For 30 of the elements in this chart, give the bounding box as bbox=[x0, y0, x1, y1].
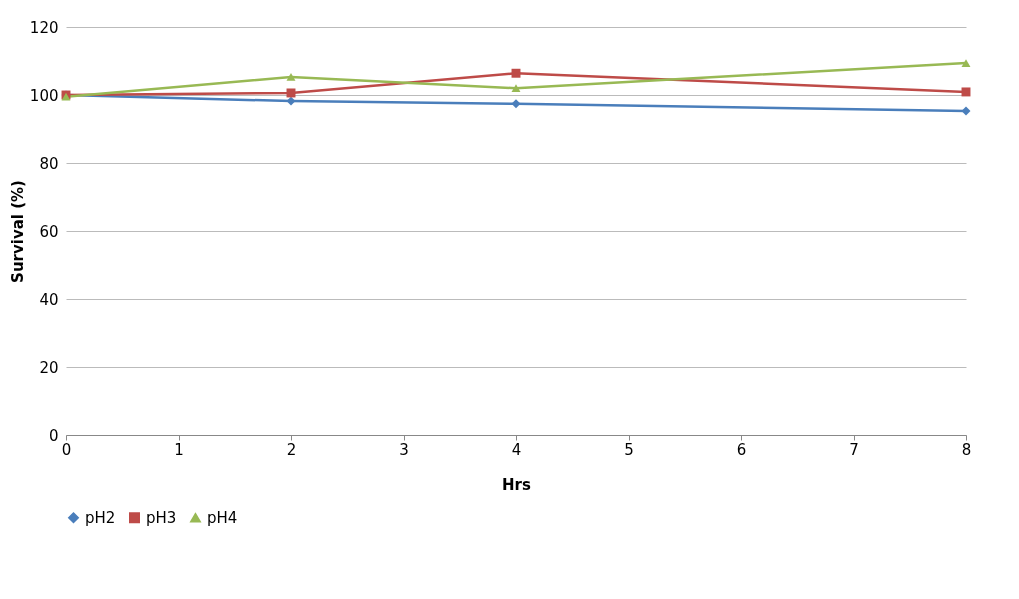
x-tick-label: 0 bbox=[61, 440, 72, 459]
point bbox=[511, 84, 521, 93]
point bbox=[286, 88, 296, 98]
point bbox=[286, 73, 296, 81]
point bbox=[961, 106, 971, 116]
x-tick-label: 4 bbox=[511, 440, 522, 459]
legend-label: pH2 bbox=[85, 508, 116, 527]
point bbox=[286, 96, 296, 106]
x-tick-label: 1 bbox=[174, 440, 184, 459]
y-tick-label: 0 bbox=[48, 426, 59, 445]
x-axis-title: Hrs bbox=[502, 475, 532, 494]
x-tick-label: 8 bbox=[961, 440, 972, 459]
point bbox=[511, 68, 521, 78]
x-tick-label: 6 bbox=[736, 440, 747, 459]
y-tick-label: 120 bbox=[29, 18, 59, 37]
x-tick-label: 7 bbox=[849, 440, 859, 459]
legend-label: pH3 bbox=[146, 508, 177, 527]
point bbox=[961, 87, 971, 97]
y-tick-label: 100 bbox=[29, 86, 59, 105]
y-tick-label: 80 bbox=[39, 154, 59, 173]
point bbox=[961, 59, 971, 67]
x-tick-label: 2 bbox=[286, 440, 297, 459]
y-tick-label: 40 bbox=[39, 290, 59, 309]
x-tick-label: 5 bbox=[624, 440, 634, 459]
y-tick-label: 60 bbox=[39, 222, 59, 241]
y-axis-title: Survival (%) bbox=[8, 180, 27, 283]
x-tick-label: 3 bbox=[399, 440, 409, 459]
y-tick-label: 20 bbox=[39, 358, 59, 377]
legend-label: pH4 bbox=[207, 508, 238, 527]
point bbox=[511, 99, 521, 109]
